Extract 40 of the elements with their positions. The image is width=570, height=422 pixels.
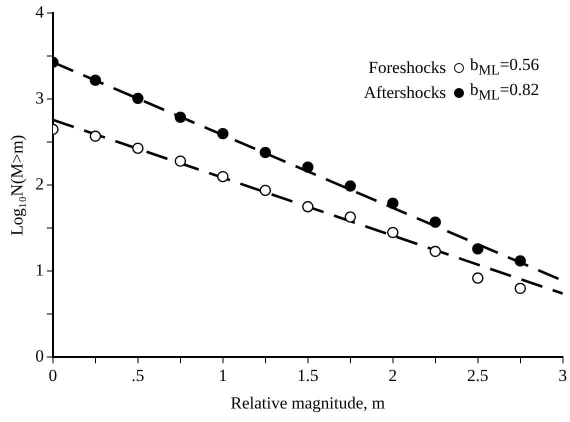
- point: [472, 243, 484, 254]
- x-tick-label: .5: [132, 366, 144, 385]
- y-axis-title: Log₁₀N(M>m): [8, 134, 27, 236]
- legend-label: Aftershocks: [364, 83, 446, 104]
- point: [302, 201, 314, 212]
- point: [90, 130, 102, 142]
- point: [90, 74, 102, 86]
- x-tick-label: 1.5: [297, 366, 318, 385]
- y-tick-label: 2: [35, 174, 44, 194]
- y-tick-label: 1: [35, 260, 44, 280]
- point: [217, 170, 228, 182]
- legend-label: Foreshocks: [368, 58, 446, 78]
- point: [387, 198, 398, 209]
- point: [344, 180, 356, 192]
- point: [514, 282, 526, 294]
- point: [132, 142, 144, 154]
- point: [514, 255, 526, 267]
- x-tick-label: 3: [558, 366, 567, 385]
- annotation: b$_{ML}$=0.82: [470, 80, 540, 106]
- x-tick-label: 2.5: [467, 366, 488, 385]
- point: [430, 246, 441, 258]
- point: [260, 146, 271, 158]
- point: [174, 112, 186, 123]
- y-tick-label: 3: [35, 88, 44, 108]
- point: [472, 272, 484, 284]
- x-tick-label: 0: [48, 366, 58, 385]
- point: [430, 216, 441, 228]
- point: [217, 128, 228, 140]
- x-axis-title: Relative magnitude, m: [230, 393, 386, 412]
- point: [260, 184, 271, 196]
- point: [302, 161, 314, 173]
- point: [132, 92, 144, 104]
- point: [174, 155, 186, 167]
- y-tick-label: 4: [35, 2, 44, 22]
- x-tick-label: 1: [218, 366, 228, 385]
- annotation: b$_{ML}$=0.56: [470, 55, 540, 80]
- point: [344, 211, 356, 223]
- y-tick-label: 0: [35, 346, 44, 366]
- x-tick-label: 2: [388, 366, 398, 385]
- point: [387, 226, 398, 238]
